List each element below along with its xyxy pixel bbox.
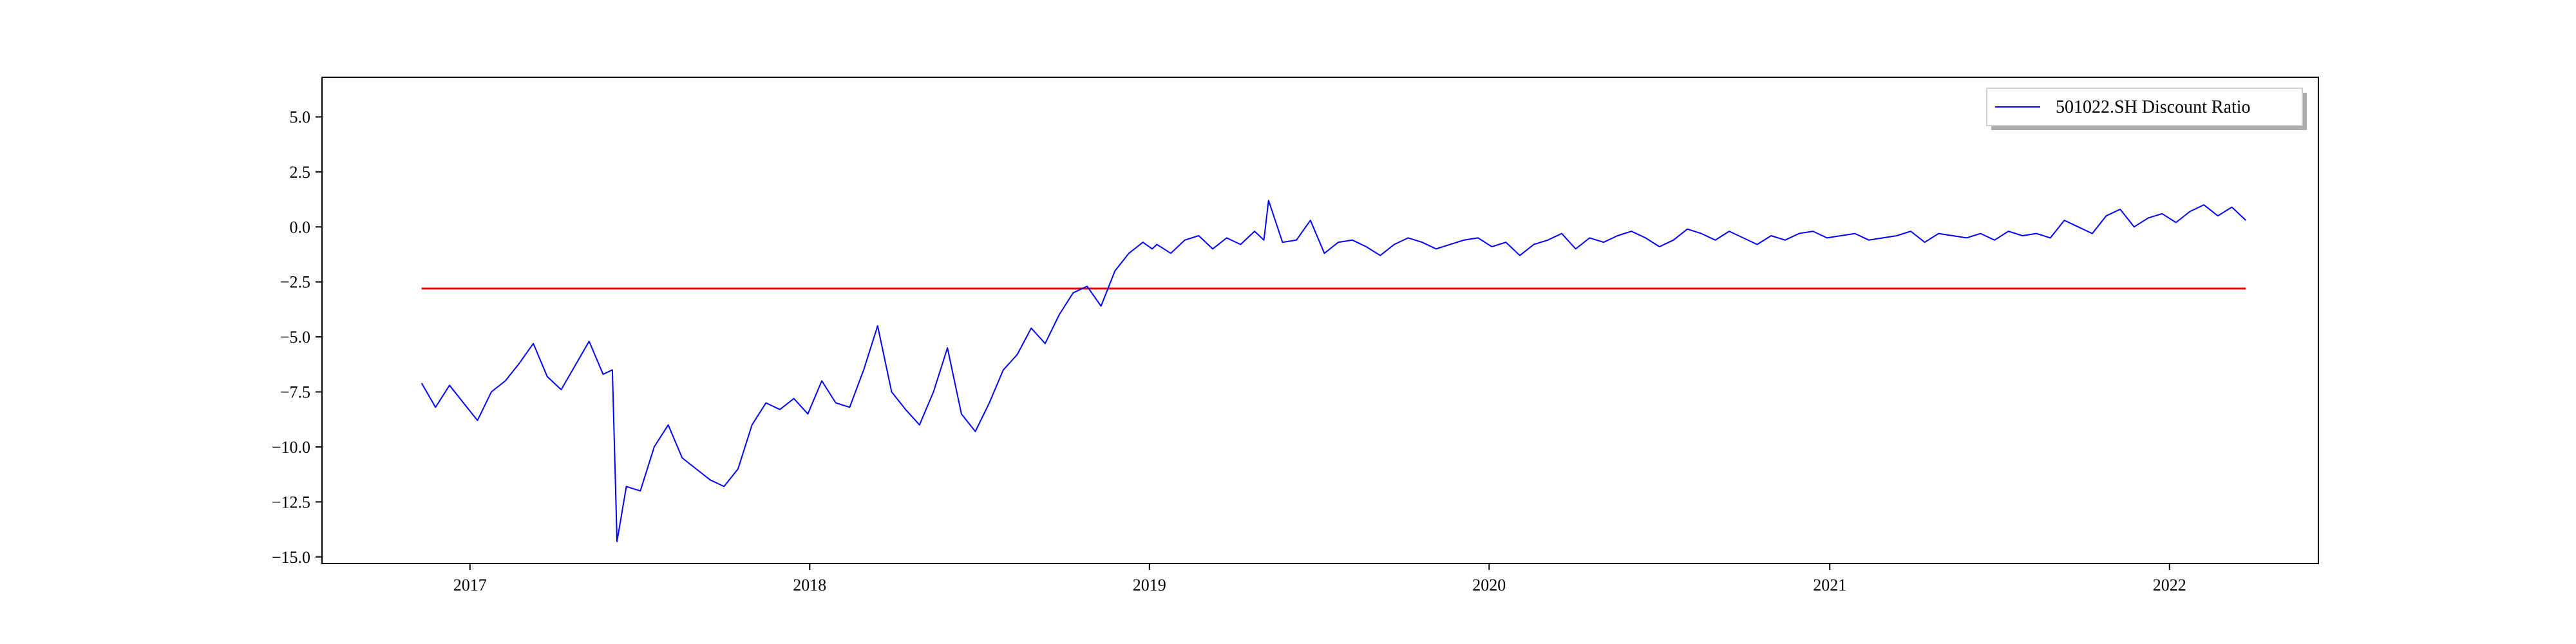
legend: 501022.SH Discount Ratio (1986, 88, 2307, 130)
series-group (421, 200, 2246, 542)
y-tick-label: −10.0 (272, 438, 310, 457)
y-tick-label: −5.0 (280, 328, 310, 346)
x-tick-label: 2020 (1472, 576, 1506, 594)
x-tick-label: 2017 (453, 576, 487, 594)
legend-label: 501022.SH Discount Ratio (2056, 97, 2251, 117)
x-tick-label: 2021 (1813, 576, 1846, 594)
y-tick-label: 0.0 (290, 218, 311, 236)
y-tick-label: −15.0 (272, 548, 310, 567)
y-tick-label: −12.5 (272, 493, 310, 511)
series-line (421, 200, 2246, 542)
x-tick-label: 2022 (2153, 576, 2186, 594)
plot-frame (321, 77, 2319, 564)
x-axis: 2017 2018 2019 2020 2021 2022 (453, 564, 2186, 594)
x-tick-label: 2018 (793, 576, 826, 594)
y-tick-label: −7.5 (280, 383, 310, 402)
y-tick-label: 2.5 (290, 163, 311, 182)
x-tick-label: 2019 (1133, 576, 1166, 594)
y-axis: 5.0 2.5 0.0 −2.5 −5.0 −7.5 −10.0 −12.5 −15.0 (272, 108, 322, 567)
y-tick-label: 5.0 (290, 108, 311, 126)
y-tick-label: −2.5 (280, 273, 310, 292)
